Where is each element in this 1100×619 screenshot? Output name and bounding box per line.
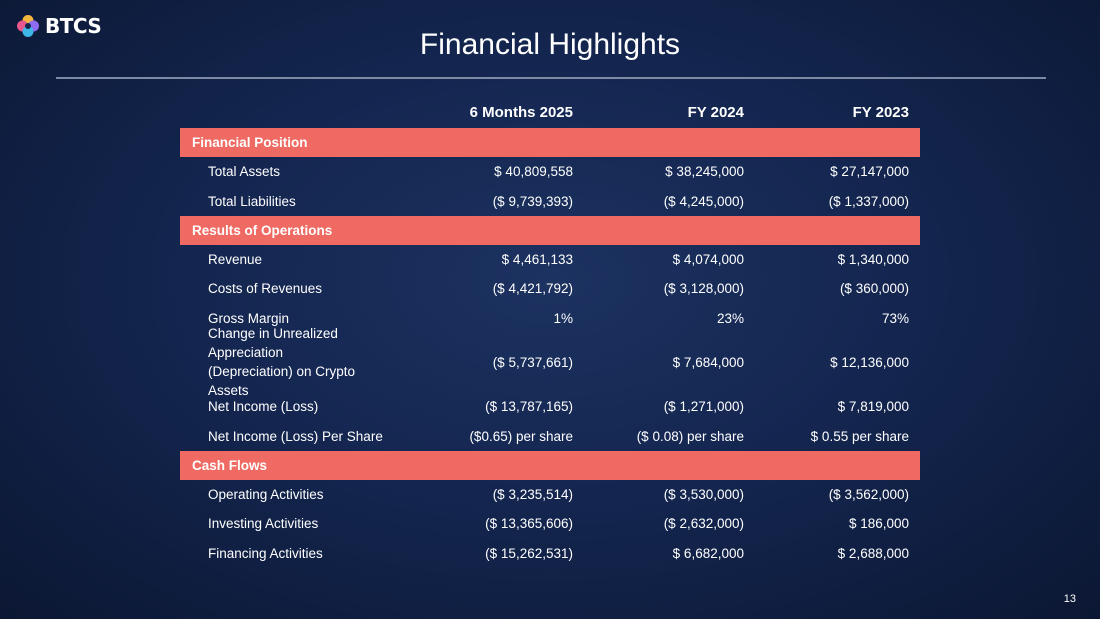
table-row: Net Income (Loss) Per Share ($0.65) per s… bbox=[180, 421, 920, 450]
value-fy-2023: ($ 3,562,000) bbox=[828, 486, 909, 502]
value-6m-2025: ($ 3,235,514) bbox=[492, 486, 573, 502]
value-fy-2024: $ 6,682,000 bbox=[672, 545, 744, 561]
page-number: 13 bbox=[1063, 593, 1076, 605]
table-row: Gross Margin 1% 23% 73% bbox=[180, 304, 920, 333]
logo-text: BTCS bbox=[45, 14, 102, 38]
value-fy-2024: $ 38,245,000 bbox=[665, 164, 744, 180]
row-label: Revenue bbox=[208, 251, 263, 267]
row-label: Investing Activities bbox=[208, 516, 319, 532]
value-fy-2024: ($ 2,632,000) bbox=[663, 516, 744, 532]
column-header-6m-2025: 6 Months 2025 bbox=[469, 103, 573, 121]
company-logo: BTCS bbox=[16, 14, 102, 38]
value-6m-2025: $ 40,809,558 bbox=[494, 164, 573, 180]
value-6m-2025: $ 4,461,133 bbox=[501, 251, 573, 267]
row-label: Total Assets bbox=[208, 164, 281, 180]
value-fy-2023: $ 2,688,000 bbox=[837, 545, 909, 561]
value-6m-2025: ($ 9,739,393) bbox=[492, 193, 573, 209]
value-6m-2025: ($ 13,787,165) bbox=[485, 399, 573, 415]
section-header: Results of Operations bbox=[180, 215, 920, 245]
value-fy-2023: $ 1,340,000 bbox=[837, 251, 909, 267]
value-fy-2023: $ 186,000 bbox=[848, 516, 909, 532]
row-label: Net Income (Loss) Per Share bbox=[208, 428, 383, 444]
row-label: Change in Unrealized Appreciation (Depre… bbox=[208, 326, 356, 399]
row-label: Net Income (Loss) bbox=[208, 399, 319, 415]
table-row: Costs of Revenues ($ 4,421,792) ($ 3,128,0… bbox=[180, 274, 920, 303]
value-6m-2025: ($0.65) per share bbox=[469, 428, 573, 444]
value-fy-2023: $ 0.55 per share bbox=[810, 428, 909, 444]
title-divider bbox=[56, 77, 1046, 79]
value-fy-2023: ($ 1,337,000) bbox=[828, 193, 909, 209]
value-6m-2025: 1% bbox=[553, 310, 573, 326]
table-row: Investing Activities ($ 13,365,606) ($ 2,6… bbox=[180, 509, 920, 538]
value-6m-2025: ($ 4,421,792) bbox=[492, 281, 573, 297]
table-row: Financing Activities ($ 15,262,531) $ 6,68… bbox=[180, 539, 920, 568]
value-fy-2023: 73% bbox=[881, 310, 909, 326]
table-row: Revenue $ 4,461,133 $ 4,074,000 $ 1,340,000 bbox=[180, 245, 920, 274]
value-fy-2023: ($ 360,000) bbox=[839, 281, 909, 297]
row-label: Financing Activities bbox=[208, 545, 323, 561]
value-6m-2025: ($ 13,365,606) bbox=[485, 516, 573, 532]
value-fy-2023: $ 7,819,000 bbox=[837, 399, 909, 415]
value-fy-2024: $ 4,074,000 bbox=[672, 251, 744, 267]
value-fy-2024: ($ 0.08) per share bbox=[636, 428, 744, 444]
btcs-logo-icon bbox=[17, 15, 39, 37]
table-row: Net Income (Loss) ($ 13,787,165) ($ 1,271,… bbox=[180, 392, 920, 421]
value-fy-2024: ($ 3,530,000) bbox=[663, 486, 744, 502]
value-fy-2023: $ 12,136,000 bbox=[830, 354, 909, 370]
value-fy-2024: $ 7,684,000 bbox=[672, 354, 744, 370]
row-label: Costs of Revenues bbox=[208, 281, 323, 297]
column-header-fy-2024: FY 2024 bbox=[687, 103, 744, 121]
table-header-row: 6 Months 2025 FY 2024 FY 2023 bbox=[180, 96, 920, 128]
value-6m-2025: ($ 5,737,661) bbox=[492, 354, 573, 370]
section-header: Cash Flows bbox=[180, 450, 920, 480]
value-fy-2024: ($ 3,128,000) bbox=[663, 281, 744, 297]
row-label: Gross Margin bbox=[208, 310, 290, 326]
value-fy-2024: 23% bbox=[716, 310, 744, 326]
slide-title: Financial Highlights bbox=[419, 28, 681, 61]
value-fy-2024: ($ 1,271,000) bbox=[663, 399, 744, 415]
table-row: Total Liabilities ($ 9,739,393) ($ 4,245,0… bbox=[180, 186, 920, 215]
column-header-fy-2023: FY 2023 bbox=[852, 103, 909, 121]
section-header: Financial Position bbox=[180, 128, 920, 157]
row-label: Total Liabilities bbox=[208, 193, 296, 209]
value-6m-2025: ($ 15,262,531) bbox=[485, 545, 573, 561]
table-row: Change in Unrealized Appreciation (Depre… bbox=[180, 326, 920, 398]
value-fy-2024: ($ 4,245,000) bbox=[663, 193, 744, 209]
row-label: Operating Activities bbox=[208, 486, 324, 502]
value-fy-2023: $ 27,147,000 bbox=[830, 164, 909, 180]
table-row: Total Assets $ 40,809,558 $ 38,245,000 $ 27… bbox=[180, 157, 920, 186]
table-row: Operating Activities ($ 3,235,514) ($ 3,53… bbox=[180, 480, 920, 509]
financial-table: 6 Months 2025 FY 2024 FY 2023 Financial … bbox=[180, 96, 920, 568]
